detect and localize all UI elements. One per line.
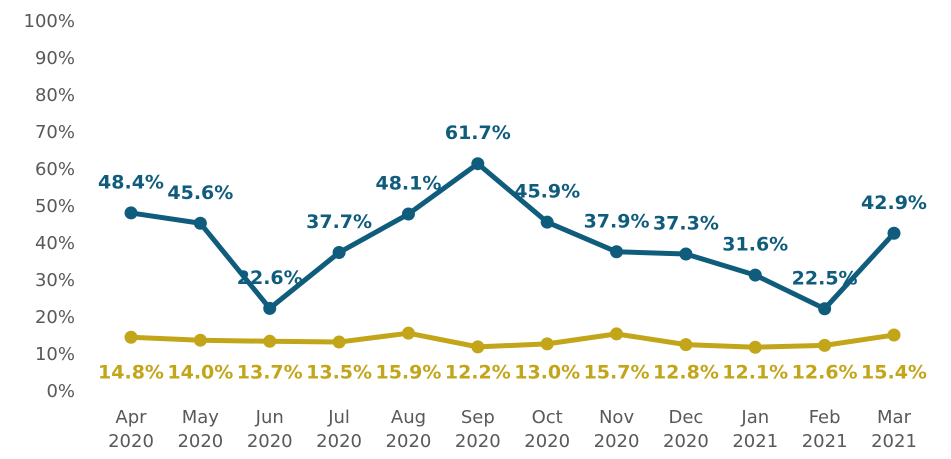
- x-tick-label: Jun 2020: [247, 407, 293, 452]
- data-label: 37.3%: [653, 212, 719, 234]
- point: [887, 226, 901, 240]
- point: [401, 326, 415, 340]
- point: [610, 327, 624, 341]
- data-label: 13.5%: [306, 362, 372, 384]
- point: [124, 206, 138, 220]
- y-tick-label: 0%: [46, 381, 75, 402]
- data-label: 22.5%: [792, 267, 858, 289]
- data-label: 13.0%: [514, 362, 580, 384]
- point: [332, 335, 346, 349]
- data-label: 14.0%: [167, 362, 233, 384]
- point: [471, 157, 485, 171]
- y-tick-label: 90%: [35, 48, 75, 69]
- x-tick-label: Sep 2020: [455, 407, 501, 452]
- data-label: 12.2%: [445, 362, 511, 384]
- data-label: 15.9%: [375, 362, 441, 384]
- point: [401, 207, 415, 221]
- y-tick-label: 100%: [24, 11, 75, 32]
- data-label: 13.7%: [237, 362, 303, 384]
- point: [610, 245, 624, 259]
- y-tick-label: 30%: [35, 270, 75, 291]
- x-tick-label: Aug 2020: [386, 407, 432, 452]
- data-label: 15.7%: [584, 362, 650, 384]
- point: [887, 328, 901, 342]
- y-tick-label: 50%: [35, 196, 75, 217]
- x-tick-label: Jan 2021: [732, 407, 778, 452]
- data-label: 31.6%: [722, 234, 788, 256]
- data-label: 45.6%: [167, 182, 233, 204]
- y-tick-label: 40%: [35, 233, 75, 254]
- point: [818, 302, 832, 316]
- y-tick-label: 80%: [35, 85, 75, 106]
- x-tick-label: Jul 2020: [316, 407, 362, 452]
- data-label: 22.6%: [237, 267, 303, 289]
- data-label: 12.1%: [722, 362, 788, 384]
- point: [471, 340, 485, 354]
- point: [263, 301, 277, 315]
- x-tick-label: Nov 2020: [594, 407, 640, 452]
- series-line: [130, 330, 895, 350]
- x-tick-label: Dec 2020: [663, 407, 709, 452]
- point: [193, 333, 207, 347]
- point: [679, 247, 693, 261]
- data-label: 61.7%: [445, 122, 511, 144]
- data-label: 12.8%: [653, 362, 719, 384]
- point: [679, 338, 693, 352]
- y-tick-label: 20%: [35, 307, 75, 328]
- point: [332, 246, 346, 260]
- y-tick-label: 70%: [35, 122, 75, 143]
- x-tick-label: Feb 2021: [802, 407, 848, 452]
- data-label: 37.7%: [306, 211, 372, 233]
- y-tick-label: 60%: [35, 159, 75, 180]
- data-label: 48.1%: [375, 173, 441, 195]
- data-label: 42.9%: [861, 192, 927, 214]
- point: [818, 338, 832, 352]
- series-line: [130, 161, 896, 312]
- data-label: 15.4%: [861, 362, 927, 384]
- data-label: 37.9%: [584, 210, 650, 232]
- x-tick-label: Oct 2020: [524, 407, 570, 452]
- point: [748, 268, 762, 282]
- point: [748, 340, 762, 354]
- y-tick-label: 10%: [35, 344, 75, 365]
- data-label: 45.9%: [514, 181, 580, 203]
- point: [124, 330, 138, 344]
- data-label: 12.6%: [792, 362, 858, 384]
- data-label: 48.4%: [98, 171, 164, 193]
- x-tick-label: May 2020: [177, 407, 223, 452]
- x-tick-label: Mar 2021: [871, 407, 917, 452]
- data-label: 14.8%: [98, 362, 164, 384]
- point: [263, 334, 277, 348]
- point: [193, 216, 207, 230]
- point: [540, 337, 554, 351]
- x-tick-label: Apr 2020: [108, 407, 154, 452]
- point: [540, 215, 554, 229]
